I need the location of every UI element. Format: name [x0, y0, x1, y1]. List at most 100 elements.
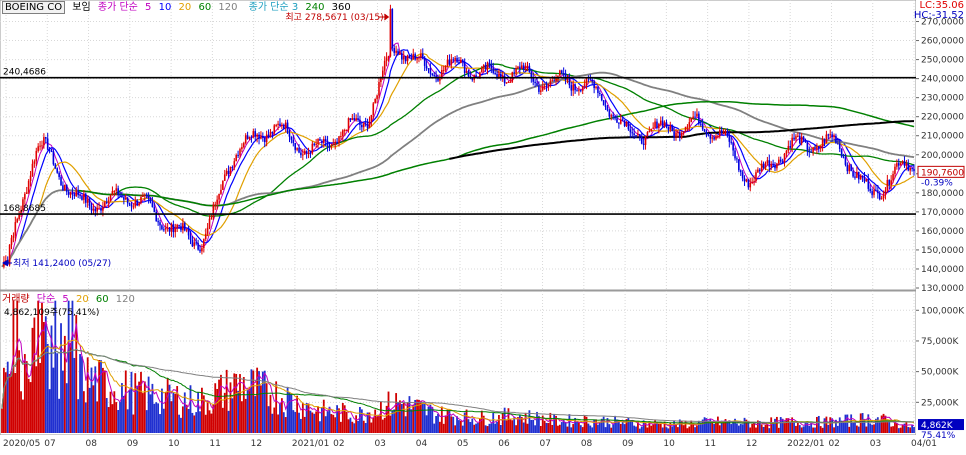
volume-bar: [469, 421, 472, 433]
volume-bar: [473, 424, 476, 433]
candle-body: [494, 72, 496, 74]
candle-body: [859, 175, 862, 180]
volume-bar: [600, 418, 603, 433]
support-label: 168,8685: [3, 204, 46, 214]
candle-body: [64, 184, 66, 190]
candle-body: [244, 135, 247, 144]
volume-bar: [528, 410, 531, 433]
candle-body: [779, 159, 782, 162]
volume-ma-label[interactable]: 단순: [36, 294, 56, 305]
volume-bar: [31, 327, 34, 433]
candle-body: [520, 65, 523, 70]
candle-body: [48, 149, 51, 151]
candle-body: [284, 122, 287, 129]
volume-bar: [652, 424, 655, 433]
candle-body: [111, 191, 114, 195]
candle-body: [65, 184, 68, 192]
candle-body: [566, 78, 569, 81]
x-tick-label: 09: [127, 439, 139, 449]
x-tick-label: 12: [746, 439, 757, 449]
volume-bar: [478, 418, 481, 433]
volume-bar: [593, 419, 596, 433]
candle-body: [739, 170, 742, 173]
candle-body: [758, 169, 761, 172]
volume-bar: [423, 403, 426, 433]
candle-body: [726, 130, 729, 136]
volume-bar: [229, 382, 232, 433]
volume-bar: [317, 406, 319, 433]
volume-bar: [273, 407, 276, 433]
volume-ma-period: 120: [115, 294, 135, 305]
candle-body: [193, 242, 196, 247]
candle-body: [176, 224, 178, 228]
volume-bar: [330, 414, 333, 433]
candle-body: [543, 85, 546, 87]
volume-bar: [530, 419, 533, 433]
candle-body: [797, 135, 799, 137]
volume-bar: [145, 410, 148, 433]
candle-body: [886, 179, 889, 191]
volume-bar: [429, 404, 432, 433]
volume-bar: [673, 420, 676, 433]
volume-bar: [140, 371, 142, 433]
candle-body: [549, 80, 552, 84]
candle-body: [610, 115, 613, 117]
candle-body: [446, 59, 449, 66]
candle-body: [151, 202, 154, 208]
candle-body: [629, 129, 632, 133]
last-price-badge: [917, 165, 965, 178]
volume-bar: [602, 416, 605, 433]
candle-body: [640, 136, 643, 144]
candle-body: [237, 155, 239, 157]
candle-body: [119, 195, 121, 197]
volume-bar: [212, 404, 215, 433]
volume-bar: [796, 421, 799, 433]
candle-body: [142, 195, 144, 198]
candle-body: [94, 208, 97, 212]
volume-bar: [825, 416, 828, 433]
candle-body: [265, 134, 268, 143]
symbol-label[interactable]: BOEING CO: [2, 1, 66, 14]
candle-body: [208, 218, 211, 228]
candle-body: [669, 125, 672, 130]
volume-bar: [640, 426, 643, 433]
volume-bar: [58, 398, 61, 433]
candle-body: [113, 190, 116, 192]
candle-body: [829, 134, 832, 136]
candle-body: [330, 145, 333, 147]
view-tab[interactable]: 보임: [72, 2, 91, 13]
volume-bar: [722, 421, 725, 433]
ma2-label[interactable]: 종가 단순 3: [248, 2, 299, 13]
candle-body: [614, 116, 616, 119]
volume-bar: [185, 404, 188, 433]
volume-bar: [831, 418, 834, 433]
candle-body: [671, 125, 673, 132]
volume-bar: [793, 421, 795, 433]
volume-bar: [404, 416, 407, 433]
volume-bar: [520, 416, 523, 433]
candle-body: [553, 80, 555, 82]
candle-body: [482, 65, 485, 68]
candle-body: [848, 165, 851, 172]
volume-label[interactable]: 거래량: [2, 294, 30, 305]
candle-body: [608, 110, 611, 117]
candle-body: [22, 199, 24, 211]
volume-bar: [191, 412, 194, 433]
volume-bar: [252, 370, 255, 433]
volume-bar: [764, 424, 767, 433]
ma-label[interactable]: 종가 단순: [97, 2, 138, 13]
candle-body: [275, 124, 277, 126]
candle-body: [343, 130, 346, 132]
candle-body: [412, 54, 415, 60]
volume-bar: [835, 419, 837, 433]
volume-bar: [482, 415, 485, 433]
candle-body: [863, 177, 866, 182]
volume-bar: [492, 412, 495, 433]
volume-bar: [659, 423, 662, 433]
candle-body: [894, 166, 896, 174]
volume-bar: [686, 428, 689, 433]
candle-body: [8, 244, 11, 265]
volume-bar: [250, 369, 253, 433]
volume-bar: [697, 420, 700, 433]
